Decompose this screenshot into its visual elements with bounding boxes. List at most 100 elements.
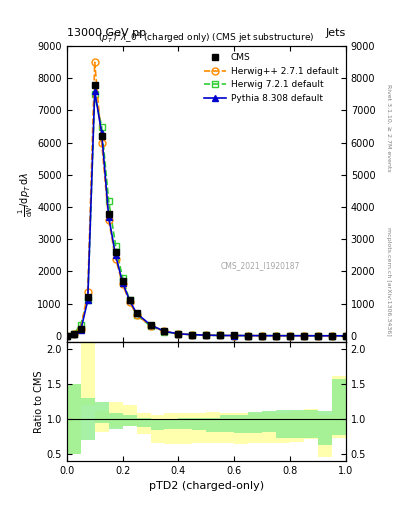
Pythia 8.308 default bbox=[329, 333, 334, 339]
Pythia 8.308 default bbox=[218, 332, 222, 338]
Bar bbox=[178, 413, 193, 444]
Bar bbox=[164, 419, 178, 429]
Bar bbox=[137, 418, 151, 428]
CMS bbox=[92, 81, 97, 88]
CMS bbox=[274, 333, 278, 339]
CMS bbox=[99, 133, 104, 139]
Bar bbox=[108, 401, 123, 426]
Pythia 8.308 default bbox=[106, 214, 111, 220]
Text: Rivet 3.1.10, ≥ 2.7M events: Rivet 3.1.10, ≥ 2.7M events bbox=[386, 84, 391, 172]
CMS bbox=[113, 249, 118, 255]
Pythia 8.308 default bbox=[64, 333, 69, 339]
Bar bbox=[276, 413, 290, 443]
Pythia 8.308 default bbox=[72, 331, 76, 337]
Text: Jets: Jets bbox=[325, 28, 346, 38]
Herwig++ 2.7.1 default bbox=[246, 332, 251, 338]
Bar bbox=[318, 416, 332, 457]
CMS bbox=[190, 331, 195, 337]
Pythia 8.308 default bbox=[288, 333, 292, 339]
Bar bbox=[248, 413, 262, 443]
Herwig 7.2.1 default bbox=[329, 333, 334, 339]
Bar bbox=[290, 410, 304, 438]
Bar bbox=[206, 418, 220, 432]
CMS bbox=[246, 332, 251, 338]
Bar bbox=[220, 413, 234, 443]
Bar bbox=[206, 412, 220, 443]
Bar bbox=[123, 415, 137, 426]
Herwig 7.2.1 default bbox=[246, 332, 251, 338]
CMS bbox=[106, 210, 111, 217]
Herwig 7.2.1 default bbox=[79, 322, 83, 328]
Bar bbox=[193, 418, 206, 430]
Herwig++ 2.7.1 default bbox=[92, 59, 97, 65]
Herwig 7.2.1 default bbox=[190, 332, 195, 338]
CMS bbox=[260, 332, 264, 338]
CMS bbox=[120, 278, 125, 284]
Y-axis label: Ratio to CMS: Ratio to CMS bbox=[34, 370, 44, 433]
Bar bbox=[262, 412, 276, 443]
Pythia 8.308 default bbox=[302, 333, 307, 339]
Herwig++ 2.7.1 default bbox=[134, 312, 139, 318]
Title: $(p_T^D)^2\lambda\_0^2$ (charged only) (CMS jet substructure): $(p_T^D)^2\lambda\_0^2$ (charged only) (… bbox=[98, 30, 314, 45]
Pythia 8.308 default bbox=[274, 333, 278, 339]
Line: Pythia 8.308 default: Pythia 8.308 default bbox=[63, 88, 349, 339]
Herwig 7.2.1 default bbox=[148, 323, 153, 329]
Bar bbox=[151, 420, 165, 430]
Pythia 8.308 default bbox=[127, 297, 132, 304]
Herwig 7.2.1 default bbox=[204, 332, 209, 338]
Herwig++ 2.7.1 default bbox=[127, 299, 132, 305]
X-axis label: pTD2 (charged-only): pTD2 (charged-only) bbox=[149, 481, 264, 491]
Herwig++ 2.7.1 default bbox=[343, 333, 348, 339]
Herwig++ 2.7.1 default bbox=[79, 326, 83, 332]
Bar bbox=[151, 415, 165, 443]
Herwig 7.2.1 default bbox=[316, 333, 320, 339]
Herwig++ 2.7.1 default bbox=[120, 281, 125, 287]
Bar bbox=[137, 413, 151, 434]
Herwig++ 2.7.1 default bbox=[106, 217, 111, 223]
Herwig++ 2.7.1 default bbox=[162, 328, 167, 334]
Herwig++ 2.7.1 default bbox=[232, 332, 237, 338]
Bar bbox=[290, 411, 304, 442]
Bar bbox=[262, 411, 276, 432]
Herwig 7.2.1 default bbox=[274, 333, 278, 339]
CMS bbox=[162, 328, 167, 334]
Bar bbox=[304, 410, 318, 438]
Pythia 8.308 default bbox=[85, 297, 90, 304]
CMS bbox=[148, 322, 153, 328]
Herwig++ 2.7.1 default bbox=[218, 332, 222, 338]
Pythia 8.308 default bbox=[316, 333, 320, 339]
Pythia 8.308 default bbox=[343, 333, 348, 339]
Herwig++ 2.7.1 default bbox=[72, 331, 76, 337]
Herwig++ 2.7.1 default bbox=[148, 323, 153, 329]
Bar bbox=[248, 412, 262, 433]
Pythia 8.308 default bbox=[204, 332, 209, 338]
Herwig 7.2.1 default bbox=[176, 331, 181, 337]
Herwig++ 2.7.1 default bbox=[204, 332, 209, 338]
Bar bbox=[276, 410, 290, 438]
Line: CMS: CMS bbox=[64, 82, 349, 338]
Herwig 7.2.1 default bbox=[288, 333, 292, 339]
Herwig 7.2.1 default bbox=[72, 331, 76, 337]
Y-axis label: $\frac{1}{\mathrm{d}N} / \mathrm{d}p_T\,\mathrm{d}\lambda$: $\frac{1}{\mathrm{d}N} / \mathrm{d}p_T\,… bbox=[16, 172, 35, 217]
Herwig++ 2.7.1 default bbox=[113, 255, 118, 262]
Bar bbox=[81, 328, 95, 405]
Herwig 7.2.1 default bbox=[260, 333, 264, 339]
Bar bbox=[67, 384, 81, 454]
Pythia 8.308 default bbox=[176, 331, 181, 337]
Pythia 8.308 default bbox=[113, 252, 118, 259]
Pythia 8.308 default bbox=[120, 280, 125, 286]
CMS bbox=[288, 333, 292, 339]
Bar bbox=[318, 411, 332, 445]
Herwig++ 2.7.1 default bbox=[302, 333, 307, 339]
Herwig 7.2.1 default bbox=[106, 198, 111, 204]
Bar bbox=[193, 413, 206, 443]
Herwig 7.2.1 default bbox=[302, 333, 307, 339]
Bar bbox=[220, 416, 234, 432]
Herwig 7.2.1 default bbox=[162, 329, 167, 335]
Text: 13000 GeV pp: 13000 GeV pp bbox=[67, 28, 146, 38]
CMS bbox=[134, 310, 139, 316]
Bar bbox=[164, 413, 178, 444]
CMS bbox=[85, 294, 90, 301]
Herwig 7.2.1 default bbox=[120, 275, 125, 281]
CMS bbox=[79, 326, 83, 332]
